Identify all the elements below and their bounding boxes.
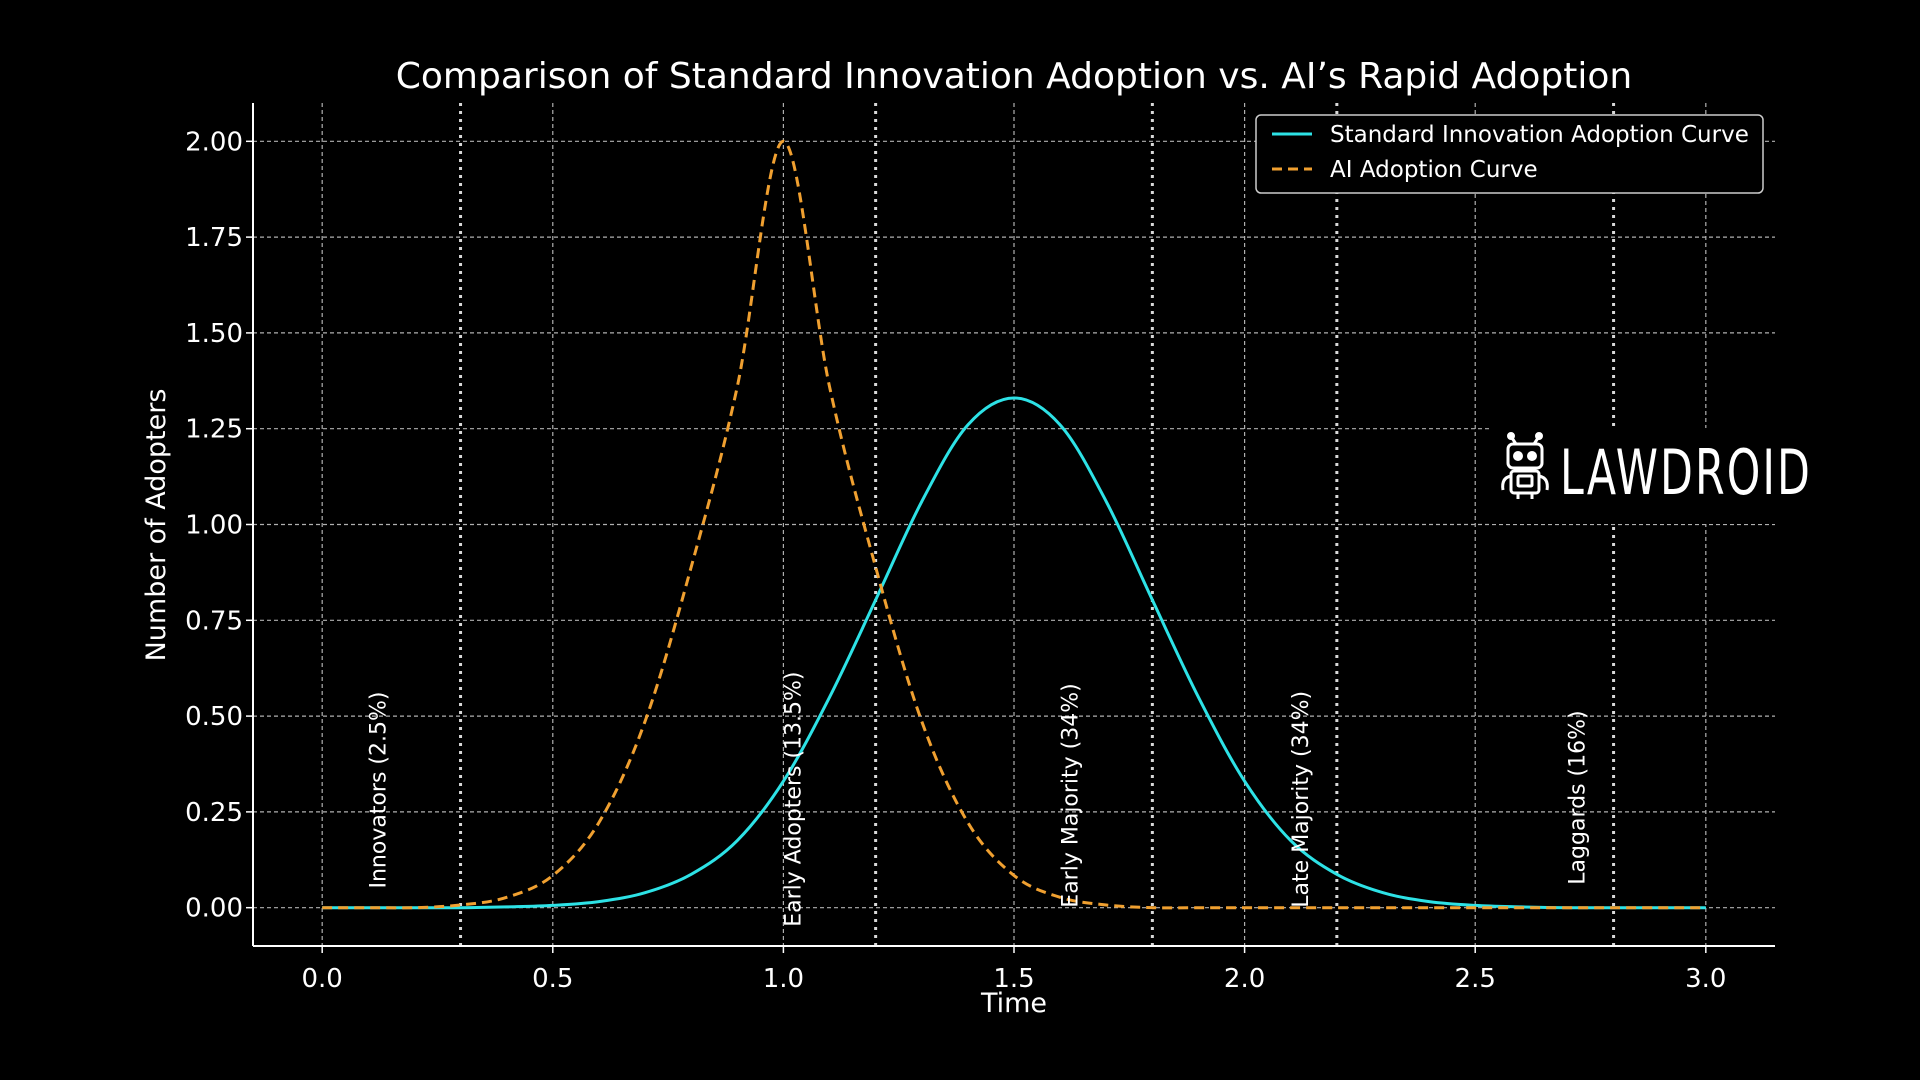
series-group — [322, 139, 1706, 910]
x-tick-label: 1.0 — [763, 964, 804, 994]
legend: Standard Innovation Adoption Curve AI Ad… — [1255, 114, 1764, 194]
y-tick-label: 2.00 — [185, 127, 243, 157]
y-tick-label: 0.00 — [185, 894, 243, 924]
phase-label: Late Majority (34%) — [1289, 691, 1314, 908]
phase-label: Laggards (16%) — [1566, 710, 1591, 884]
y-tick-label: 1.25 — [185, 415, 243, 445]
x-axis-label: Time — [980, 988, 1047, 1019]
legend-label-standard: Standard Innovation Adoption Curve — [1330, 122, 1749, 148]
x-tick-label: 1.5 — [993, 964, 1034, 994]
y-tick-label: 1.00 — [185, 511, 243, 541]
x-tick-label: 2.5 — [1455, 964, 1496, 994]
phase-label: Innovators (2.5%) — [367, 692, 392, 889]
phase-labels: Innovators (2.5%) Early Adopters (13.5%) E… — [367, 671, 1591, 926]
y-tick-label: 0.75 — [185, 606, 243, 636]
chart-title: Comparison of Standard Innovation Adopti… — [396, 56, 1632, 97]
lawdroid-logo: LAWDROID — [1490, 428, 1812, 524]
phase-label: Early Adopters (13.5%) — [782, 671, 807, 926]
y-tick-label: 0.25 — [185, 798, 243, 828]
y-tick-label: 1.50 — [185, 319, 243, 349]
series-line-standard — [322, 396, 1706, 910]
robot-icon — [1501, 432, 1549, 499]
phase-label: Early Majority (34%) — [1058, 683, 1083, 907]
logo-text: LAWDROID — [1560, 436, 1812, 509]
y-axis-label: Number of Adopters — [141, 389, 172, 662]
y-tick-label: 0.50 — [185, 702, 243, 732]
legend-frame — [1255, 114, 1764, 194]
y-tick-label: 1.75 — [185, 223, 243, 253]
legend-label-ai: AI Adoption Curve — [1330, 157, 1538, 183]
ticks: 0.0 0.5 1.0 1.5 2.0 2.5 3.0 0.00 0.25 0.50 0.75 1.0… — [185, 127, 1726, 994]
x-tick-label: 2.0 — [1224, 964, 1265, 994]
x-tick-label: 3.0 — [1685, 964, 1726, 994]
x-tick-label: 0.0 — [302, 964, 343, 994]
series-line-ai — [322, 139, 1706, 910]
x-tick-label: 0.5 — [532, 964, 573, 994]
